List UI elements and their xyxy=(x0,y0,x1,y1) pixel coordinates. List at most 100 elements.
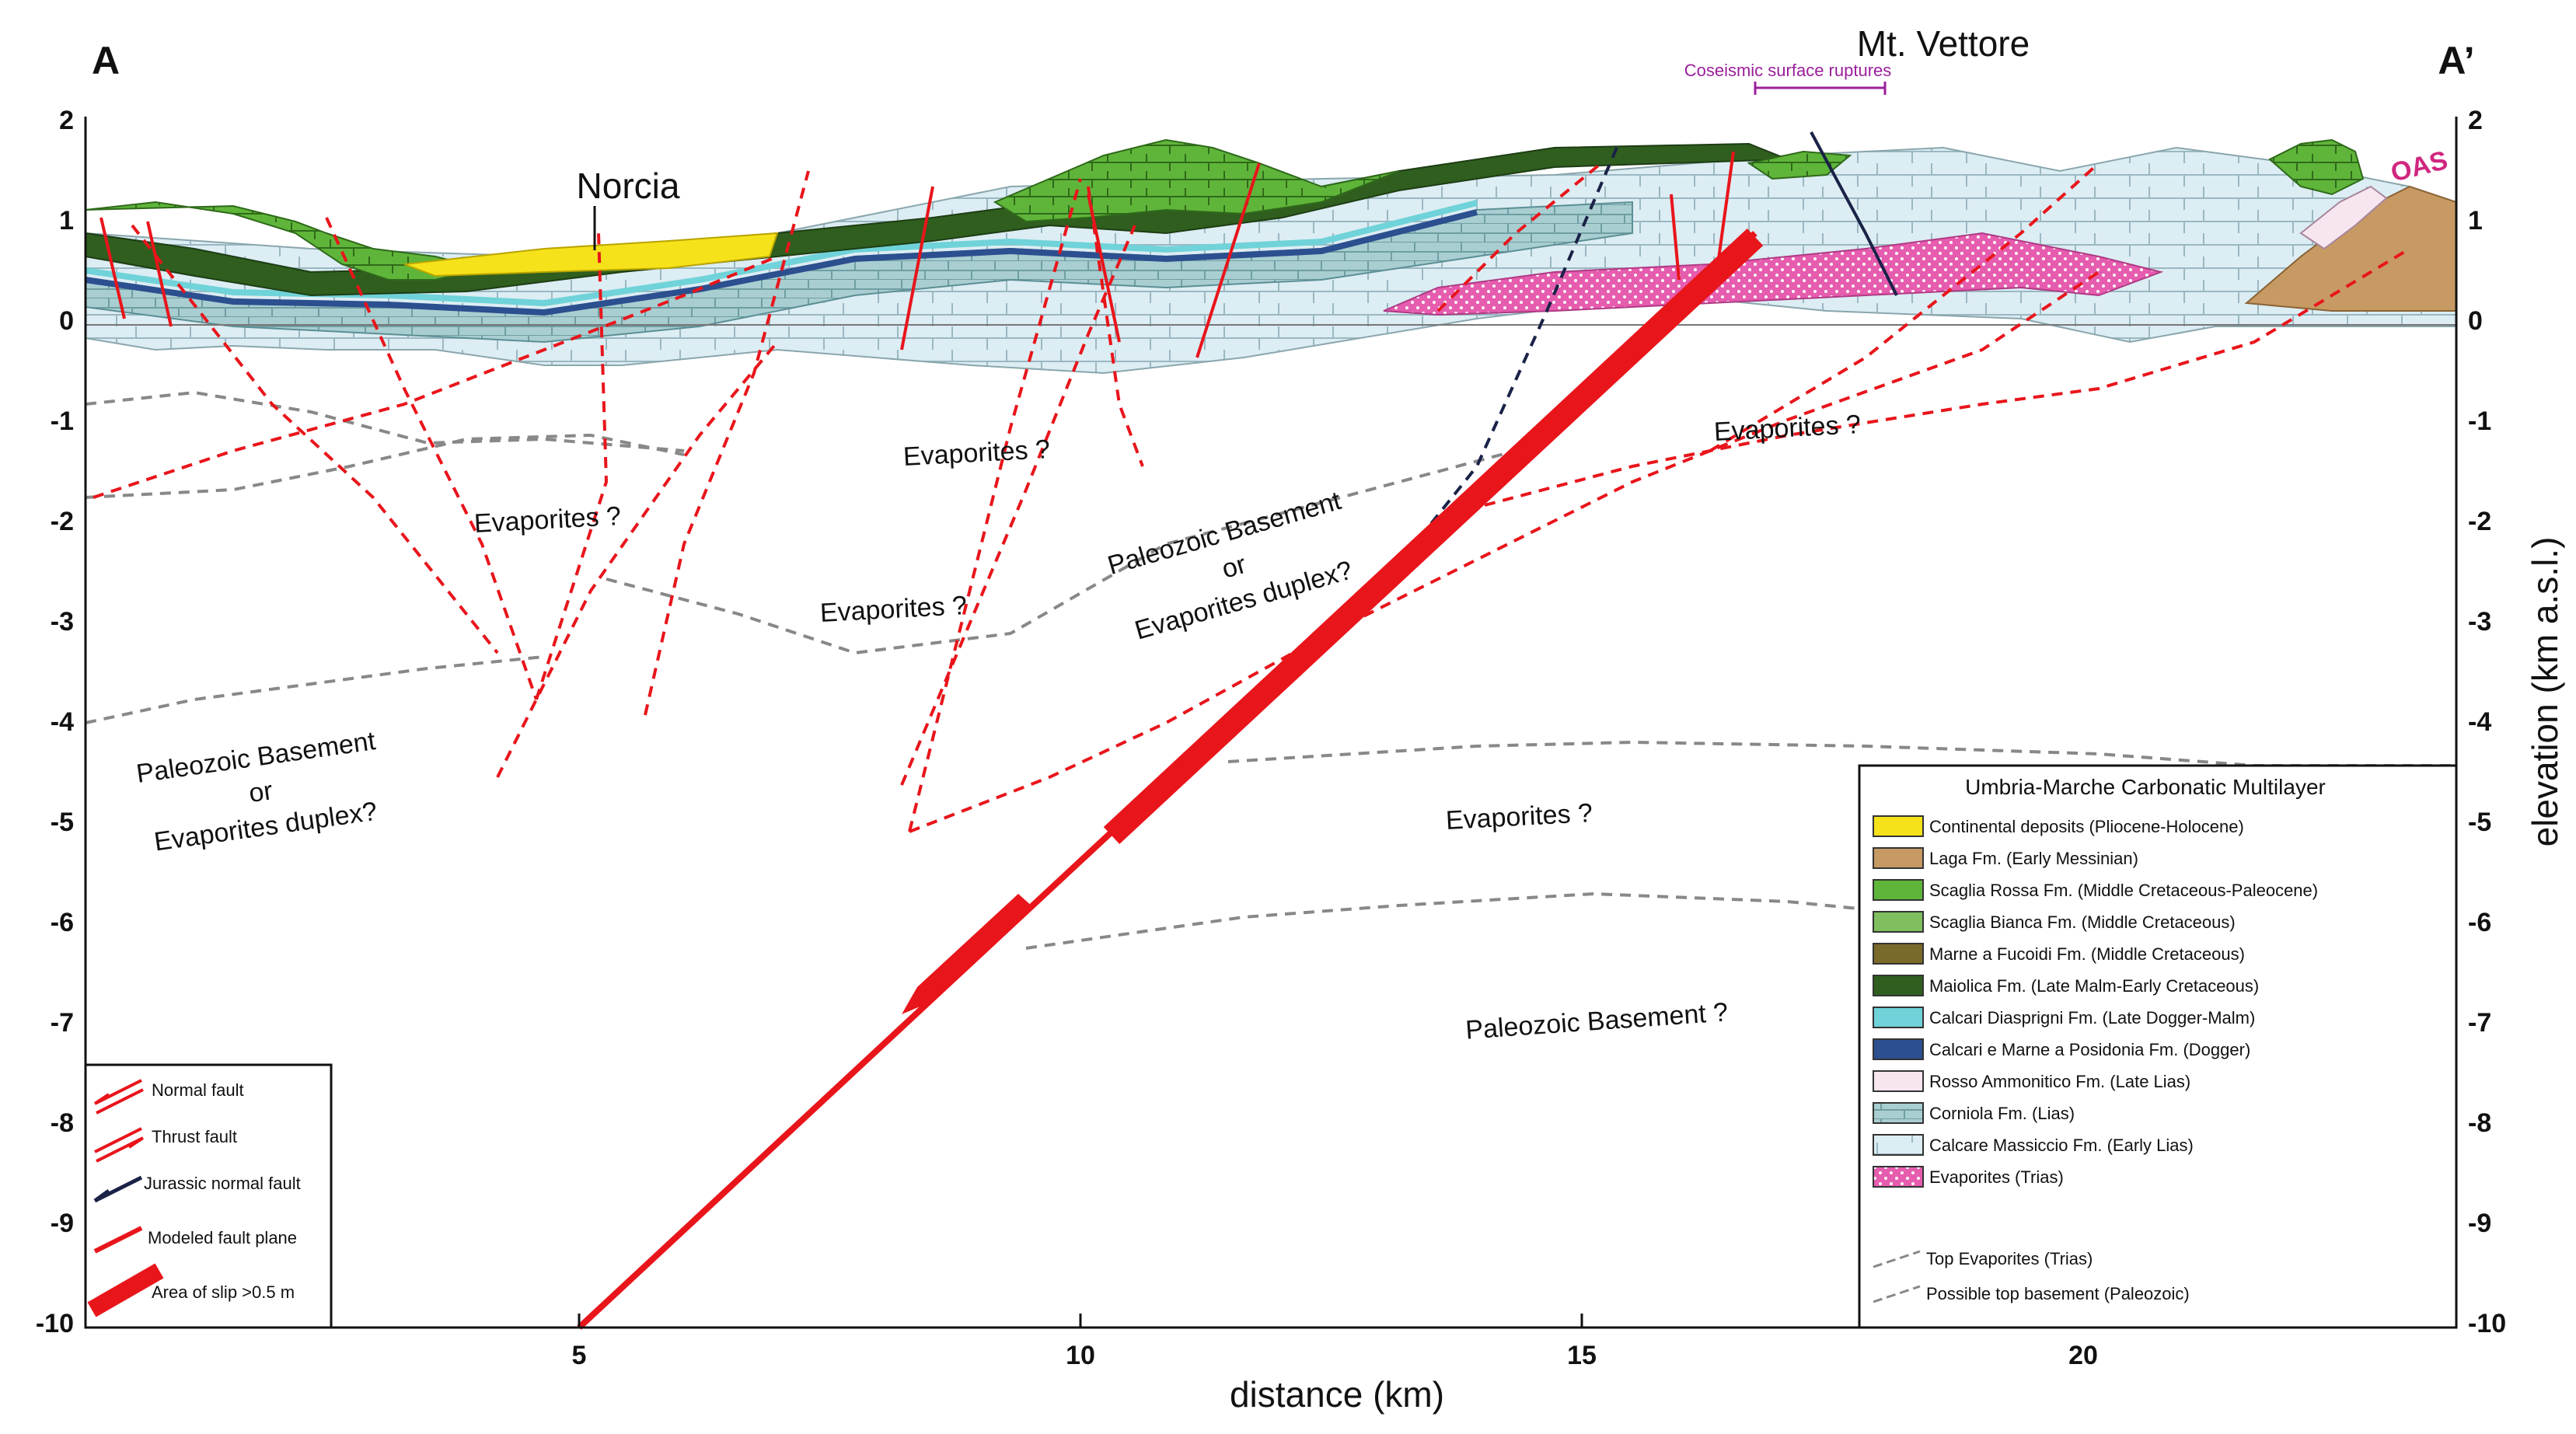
fault-dashed-4 xyxy=(535,232,609,700)
y-tick-right: -7 xyxy=(2468,1008,2491,1038)
y-axis-title: elevation (km a.s.l.) xyxy=(2525,537,2565,847)
legend-swatch xyxy=(1873,1007,1924,1028)
jurassic-fault-icon xyxy=(93,1175,143,1203)
fault-dashed-8 xyxy=(908,178,1082,832)
basement-left-line: or xyxy=(247,776,274,808)
fault-dashed-5 xyxy=(496,340,779,778)
layer-laga xyxy=(2244,185,2457,312)
top-evaporites-line-3 xyxy=(606,449,1517,655)
top-evaporites-sample xyxy=(1873,1250,1921,1268)
evaporites-label: Evaporites ? xyxy=(473,501,622,539)
normal-fault-icon xyxy=(93,1079,144,1115)
legend-item-label: Scaglia Bianca Fm. (Middle Cretaceous) xyxy=(1929,912,2236,932)
evaporites-label: Evaporites ? xyxy=(1445,798,1593,836)
fault-solid-7 xyxy=(1716,151,1735,265)
y-tick-right: -2 xyxy=(2468,507,2491,536)
fault-solid-4 xyxy=(1087,194,1121,343)
geologic-section xyxy=(85,138,2457,375)
y-tick-right: -3 xyxy=(2468,607,2491,637)
top-basement-sample xyxy=(1873,1285,1921,1303)
fault-key: Normal fault Thrust fault Jurassic norma… xyxy=(84,1063,333,1329)
y-tick-left: -5 xyxy=(51,808,74,837)
x-tick-label: 5 xyxy=(572,1341,587,1370)
corner-label-a-prime: A’ xyxy=(2438,39,2474,82)
legend-swatch xyxy=(1873,1102,1924,1124)
legend-item-label: Maiolica Fm. (Late Malm-Early Cretaceous… xyxy=(1929,976,2259,996)
top-evaporites-line-1 xyxy=(85,390,685,452)
legend-item-label: Scaglia Rossa Fm. (Middle Cretaceous-Pal… xyxy=(1929,881,2318,900)
legend-swatch xyxy=(1873,1134,1924,1156)
fault-dashed-11 xyxy=(1484,247,2411,507)
fault-solid-5 xyxy=(1196,162,1261,358)
y-tick-right: 0 xyxy=(2468,306,2483,336)
corner-label-a: A xyxy=(92,39,120,82)
layer-evaporites xyxy=(1383,232,2164,316)
legend-item-label: Calcari Diasprigni Fm. (Late Dogger-Malm… xyxy=(1929,1008,2255,1028)
legend-swatch xyxy=(1873,1070,1924,1092)
y-tick-left: 0 xyxy=(59,306,74,336)
y-tick-left: 1 xyxy=(59,206,74,236)
key-item-normal: Normal fault xyxy=(152,1080,244,1100)
x-tick-label: 10 xyxy=(1066,1341,1095,1370)
legend-item-label: Calcare Massiccio Fm. (Early Lias) xyxy=(1929,1136,2194,1155)
legend-swatch xyxy=(1873,879,1924,901)
y-tick-right: -4 xyxy=(2468,707,2491,737)
evaporites-label: Evaporites ? xyxy=(902,434,1051,472)
y-tick-left: -3 xyxy=(51,607,74,637)
basement-center-line: or xyxy=(1219,550,1250,584)
basement-bottom-label: Paleozoic Basement ? xyxy=(1464,997,1729,1045)
legend-swatch xyxy=(1873,943,1924,965)
fault-dashed-13 xyxy=(1709,162,2100,452)
y-tick-right: -9 xyxy=(2468,1209,2491,1238)
fault-solid-6 xyxy=(1670,194,1681,281)
y-tick-left: -6 xyxy=(51,908,74,937)
y-ticks-right: 2 1 0 -1 -2 -3 -4 -5 -6 -7 -8 -9 -10 xyxy=(2468,106,2506,1338)
y-tick-left: -4 xyxy=(51,707,74,737)
layer-scaglia-east xyxy=(2268,138,2365,196)
legend-item-label: Calcari e Marne a Posidonia Fm. (Dogger) xyxy=(1929,1040,2250,1059)
fault-solid-3 xyxy=(900,186,934,351)
layer-rosso-ammonitico xyxy=(2299,185,2388,250)
key-item-modeled: Modeled fault plane xyxy=(148,1228,297,1247)
y-tick-right: 1 xyxy=(2468,206,2483,236)
legend-items: Continental deposits (Pliocene-Holocene)… xyxy=(1873,815,2318,1188)
fault-dashed-6 xyxy=(644,170,810,716)
legend-swatch xyxy=(1873,911,1924,933)
x-ticks: 5 10 15 20 xyxy=(572,1341,2098,1370)
y-tick-right: -1 xyxy=(2468,406,2491,436)
jurassic-fault-2 xyxy=(1810,131,1898,296)
x-axis-title: distance (km) xyxy=(1230,1374,1444,1415)
legend-top-basement: Possible top basement (Paleozoic) xyxy=(1926,1284,2190,1303)
y-tick-right: -8 xyxy=(2468,1108,2491,1138)
fault-solid-1 xyxy=(99,217,126,319)
evaporites-label: Evaporites ? xyxy=(819,591,968,628)
red-solid-faults xyxy=(99,151,1735,358)
fault-solid-2 xyxy=(146,221,173,327)
key-item-jurassic: Jurassic normal fault xyxy=(144,1174,301,1193)
modeled-plane-icon xyxy=(93,1226,143,1254)
fault-dashed-1 xyxy=(92,255,778,499)
y-tick-left: 2 xyxy=(59,106,74,135)
key-item-thrust: Thrust fault xyxy=(152,1127,237,1146)
legend-swatch xyxy=(1873,847,1924,869)
fault-dashed-2 xyxy=(131,224,499,654)
legend-item-label: Continental deposits (Pliocene-Holocene) xyxy=(1929,817,2244,836)
y-tick-right: -6 xyxy=(2468,908,2491,937)
fault-dashed-9 xyxy=(1087,186,1144,467)
oas-label: OAS xyxy=(2388,145,2451,188)
ruptures-label: Coseismic surface ruptures xyxy=(1684,61,1892,80)
slip-area-icon xyxy=(87,1263,164,1317)
y-tick-right: -5 xyxy=(2468,808,2491,837)
legend-swatch xyxy=(1873,1166,1924,1188)
legend-item-label: Laga Fm. (Early Messinian) xyxy=(1929,849,2138,868)
legend-swatch xyxy=(1873,975,1924,996)
x-tick-label: 15 xyxy=(1567,1341,1597,1370)
strat-legend: Umbria-Marche Carbonatic Multilayer Cont… xyxy=(1858,764,2458,1329)
fault-dashed-3 xyxy=(325,217,538,700)
layer-scaglia-center xyxy=(993,138,1400,223)
top-basement-line-1 xyxy=(85,655,545,724)
top-evaporites-line-2 xyxy=(85,433,685,499)
y-tick-right: -10 xyxy=(2468,1309,2506,1338)
legend-item-label: Rosso Ammonitico Fm. (Late Lias) xyxy=(1929,1072,2190,1091)
